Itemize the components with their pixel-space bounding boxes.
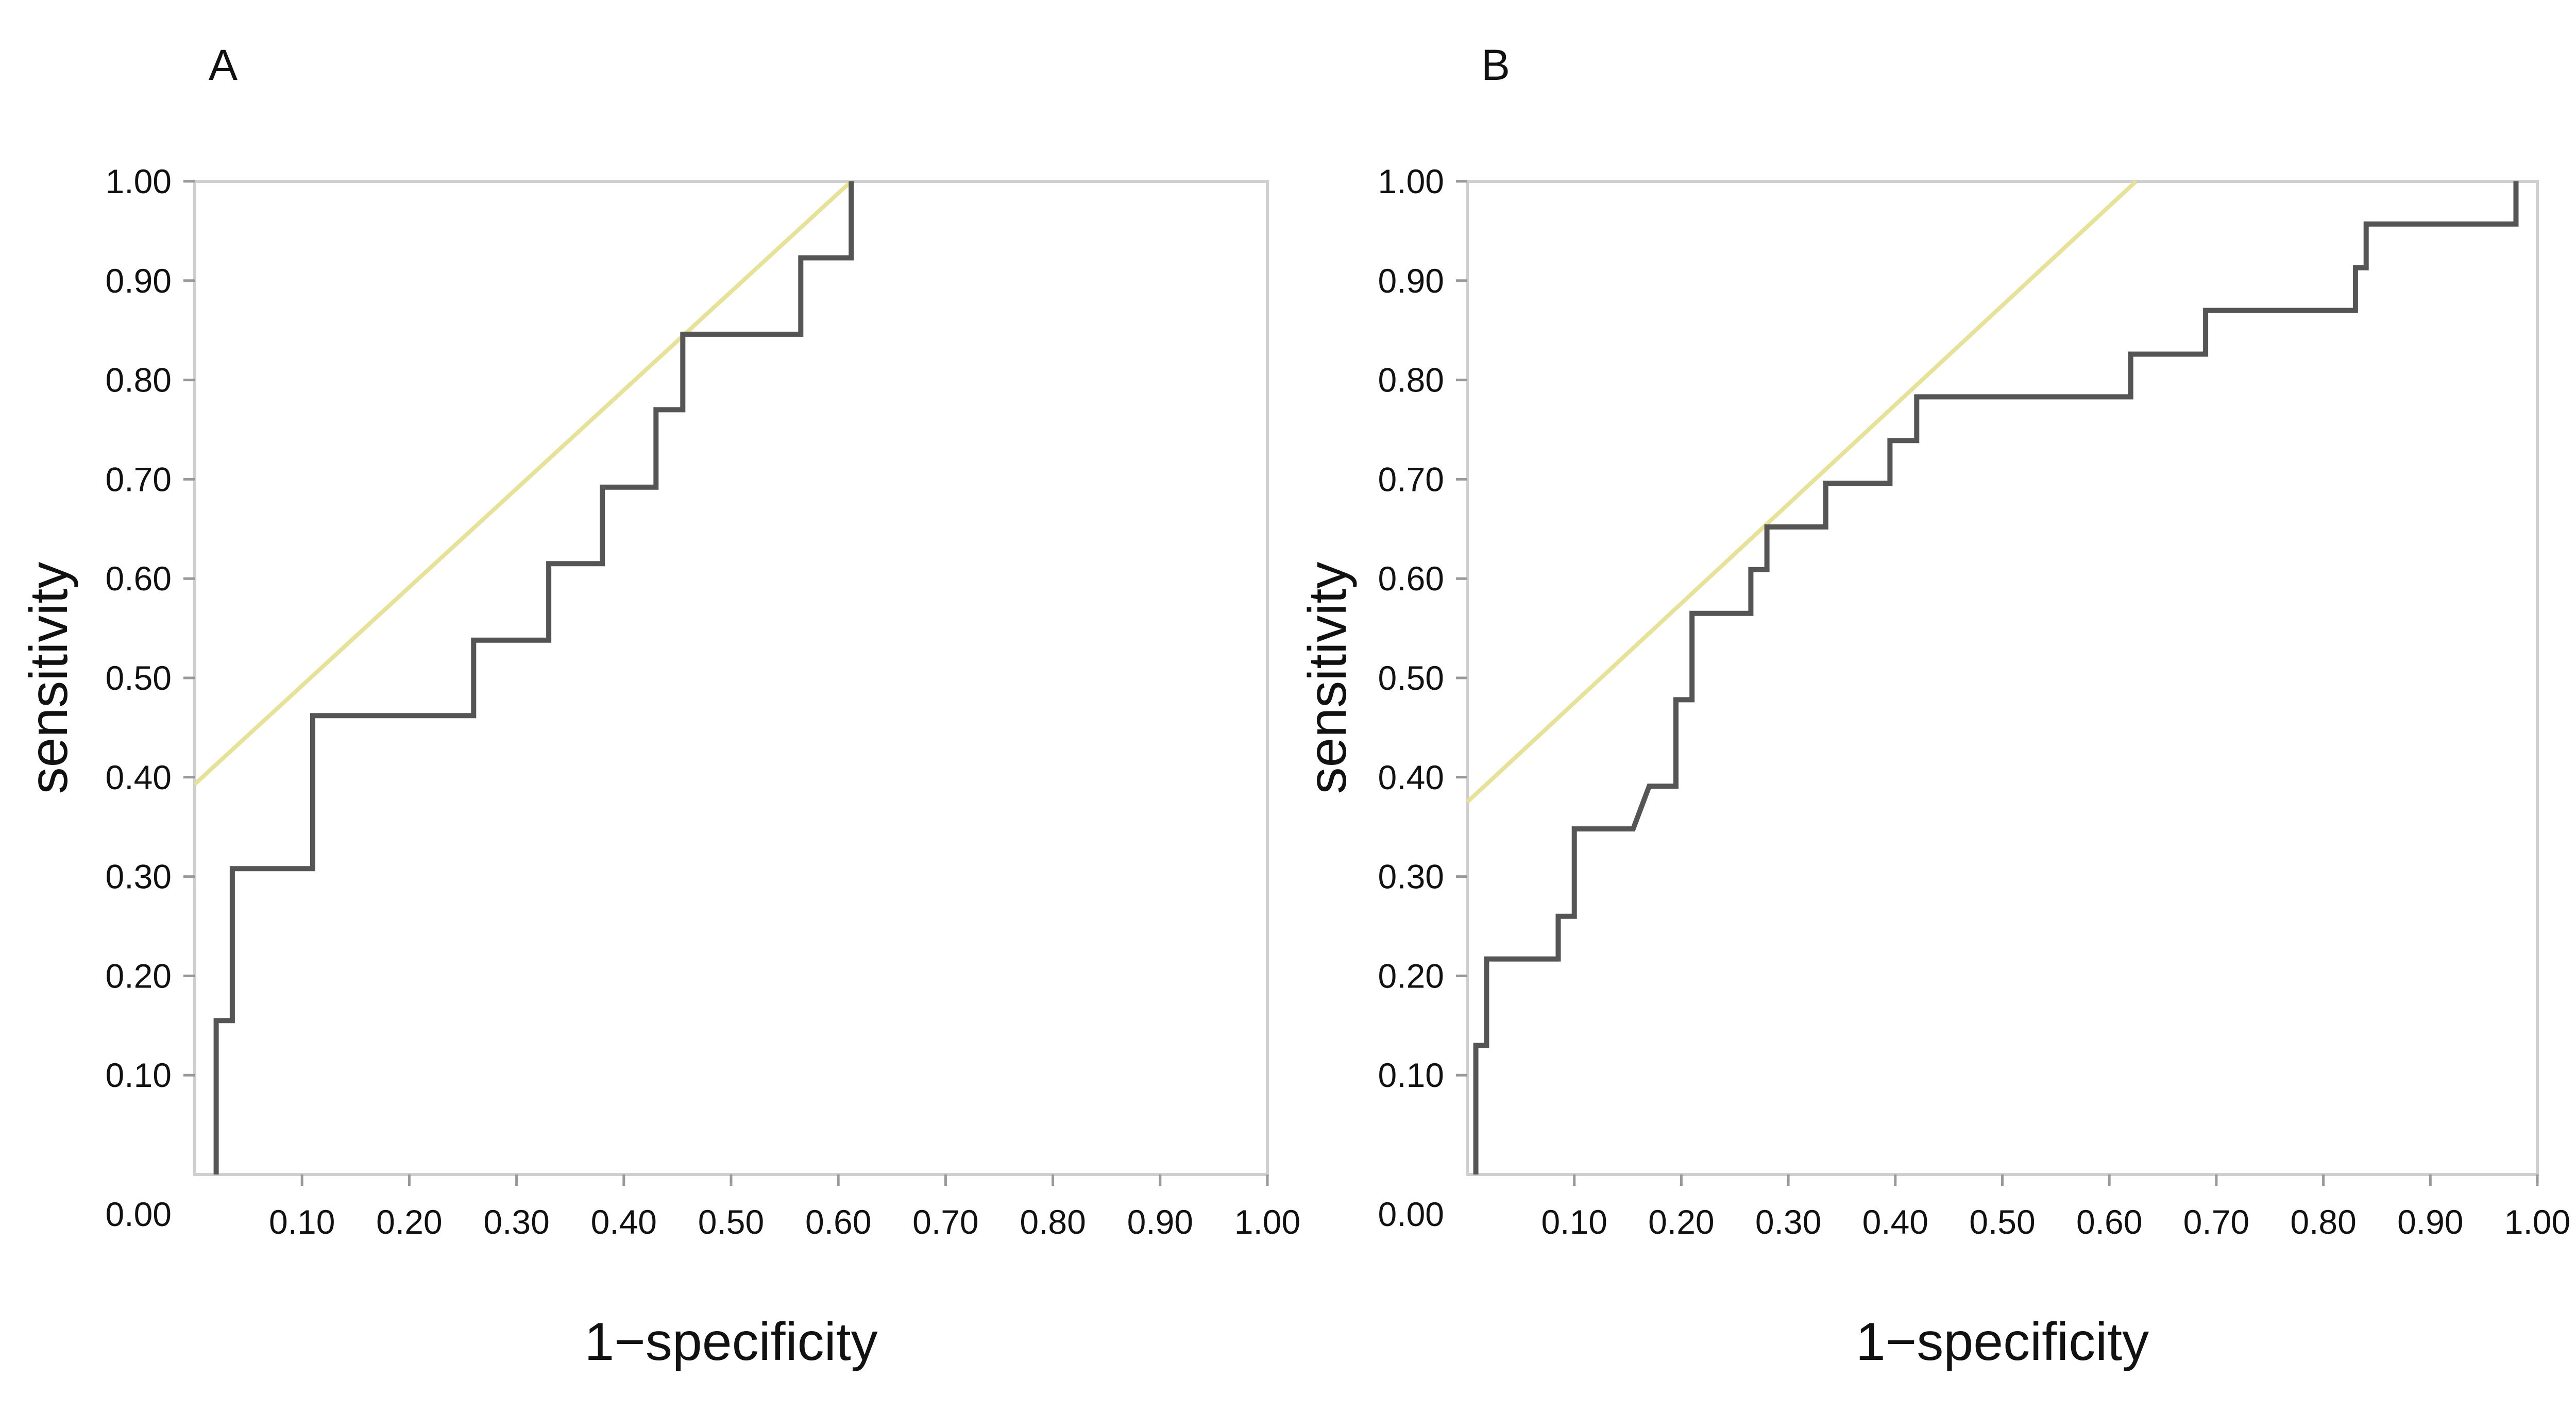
y-tick-label: 0.70 (106, 460, 172, 498)
panel-label: B (1481, 41, 1510, 89)
y-tick-label: 0.50 (106, 659, 172, 697)
y-tick-label: 0.60 (106, 559, 172, 598)
x-tick-label: 0.80 (2290, 1203, 2356, 1241)
x-tick-label: 0.10 (1541, 1203, 1607, 1241)
x-tick-label: 0.10 (269, 1203, 335, 1241)
x-tick-label: 0.40 (591, 1203, 657, 1241)
y-tick-label: 0.20 (1378, 957, 1444, 995)
y-tick-label: 0.30 (106, 858, 172, 896)
x-tick-label: 0.30 (1755, 1203, 1821, 1241)
panel-label: A (209, 41, 238, 89)
x-tick-label: 0.70 (2183, 1203, 2249, 1241)
reference-line (193, 180, 853, 786)
roc-curve (1473, 181, 2519, 1174)
x-tick-label: 0.50 (1969, 1203, 2035, 1241)
y-tick-label: 1.00 (106, 162, 172, 200)
y-axis-title: sensitivity (1298, 562, 1358, 794)
origin-label: 0.00 (106, 1195, 172, 1233)
origin-label: 0.00 (1378, 1195, 1444, 1233)
y-tick-label: 0.90 (1378, 262, 1444, 300)
y-tick-label: 0.10 (106, 1056, 172, 1094)
x-tick-label: 0.20 (376, 1203, 442, 1241)
plot-frame (193, 180, 1269, 1176)
x-tick-label: 0.90 (1127, 1203, 1193, 1241)
reference-line (1466, 180, 2138, 804)
y-tick-label: 0.70 (1378, 460, 1444, 498)
y-tick-label: 0.90 (106, 262, 172, 300)
x-axis-title: 1−specificity (1856, 1312, 2149, 1372)
y-tick-label: 0.50 (1378, 659, 1444, 697)
y-tick-label: 0.40 (106, 758, 172, 796)
x-axis-title: 1−specificity (584, 1312, 877, 1372)
x-tick-label: 0.20 (1648, 1203, 1714, 1241)
y-tick-label: 0.80 (106, 361, 172, 399)
x-tick-label: 0.80 (1020, 1203, 1086, 1241)
roc-curve (213, 181, 854, 1174)
x-tick-label: 0.90 (2397, 1203, 2463, 1241)
x-tick-label: 0.30 (483, 1203, 549, 1241)
y-tick-label: 0.40 (1378, 758, 1444, 796)
x-tick-label: 0.40 (1862, 1203, 1928, 1241)
y-tick-label: 0.80 (1378, 361, 1444, 399)
y-axis-title: sensitivity (19, 562, 79, 794)
roc-panel-b: B 0.10 0.20 0.30 0.40 0.50 0.60 0.70 0.80 0.90 1.0… (1298, 41, 2570, 1372)
y-tick-label: 0.60 (1378, 559, 1444, 598)
roc-panel-a: A 0.10 0.20 0.30 0.40 0.50 0.60 0.70 0.80 0.90 1.0… (19, 41, 1300, 1372)
y-tick-label: 0.20 (106, 957, 172, 995)
x-tick-label: 1.00 (2504, 1203, 2570, 1241)
x-tick-label: 0.70 (912, 1203, 978, 1241)
plot-frame (1466, 180, 2539, 1176)
x-tick-label: 0.60 (805, 1203, 871, 1241)
y-tick-label: 0.10 (1378, 1056, 1444, 1094)
x-tick-label: 1.00 (1234, 1203, 1300, 1241)
x-tick-label: 0.50 (698, 1203, 764, 1241)
x-tick-label: 0.60 (2076, 1203, 2142, 1241)
y-tick-label: 0.30 (1378, 858, 1444, 896)
y-tick-label: 1.00 (1378, 162, 1444, 200)
